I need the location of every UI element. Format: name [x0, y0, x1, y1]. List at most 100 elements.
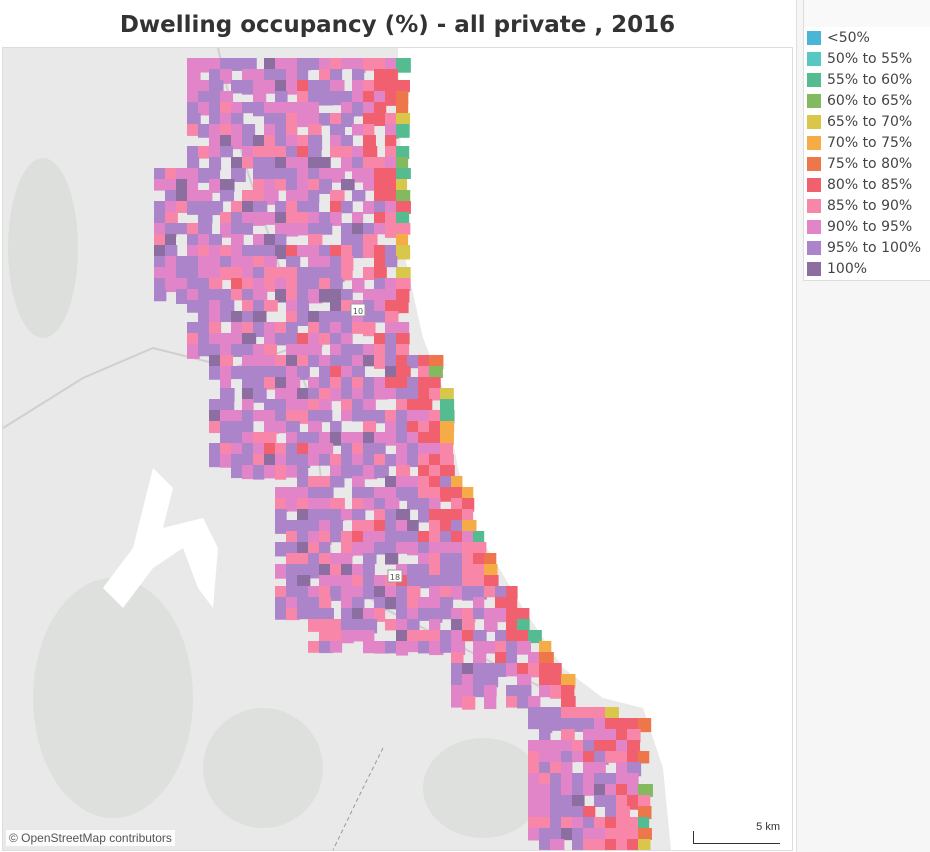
- suburb-region[interactable]: [297, 168, 309, 180]
- suburb-region[interactable]: [330, 377, 343, 391]
- suburb-region[interactable]: [451, 564, 466, 576]
- suburb-region[interactable]: [363, 267, 375, 280]
- suburb-region[interactable]: [374, 58, 387, 71]
- suburb-region[interactable]: [264, 443, 278, 457]
- suburb-region[interactable]: [319, 542, 331, 554]
- suburb-region[interactable]: [352, 124, 366, 136]
- suburb-region[interactable]: [473, 531, 485, 544]
- suburb-region[interactable]: [275, 388, 288, 403]
- suburb-region[interactable]: [341, 355, 355, 369]
- suburb-region[interactable]: [319, 553, 334, 568]
- suburb-region[interactable]: [264, 245, 276, 257]
- suburb-region[interactable]: [220, 443, 235, 455]
- suburb-region[interactable]: [605, 773, 619, 786]
- suburb-region[interactable]: [429, 410, 441, 424]
- suburb-region[interactable]: [396, 91, 409, 105]
- suburb-region[interactable]: [429, 366, 443, 379]
- suburb-region[interactable]: [341, 223, 353, 235]
- suburb-region[interactable]: [396, 245, 411, 260]
- suburb-region[interactable]: [275, 102, 288, 114]
- suburb-region[interactable]: [583, 762, 597, 774]
- suburb-region[interactable]: [330, 300, 342, 313]
- suburb-region[interactable]: [418, 366, 432, 380]
- suburb-region[interactable]: [187, 146, 201, 158]
- suburb-region[interactable]: [319, 311, 332, 325]
- suburb-region[interactable]: [638, 806, 652, 820]
- suburb-region[interactable]: [484, 663, 497, 678]
- suburb-region[interactable]: [330, 630, 342, 645]
- suburb-region[interactable]: [319, 454, 331, 466]
- suburb-region[interactable]: [627, 718, 641, 730]
- suburb-region[interactable]: [242, 333, 257, 347]
- suburb-region[interactable]: [385, 597, 399, 610]
- suburb-region[interactable]: [451, 498, 466, 512]
- suburb-region[interactable]: [220, 124, 234, 138]
- suburb-region[interactable]: [484, 564, 498, 576]
- suburb-region[interactable]: [341, 509, 356, 521]
- suburb-region[interactable]: [363, 234, 378, 247]
- map-canvas[interactable]: 10 18: [3, 48, 792, 850]
- suburb-region[interactable]: [363, 498, 375, 511]
- suburb-region[interactable]: [638, 751, 650, 764]
- suburb-region[interactable]: [561, 729, 575, 741]
- suburb-region[interactable]: [231, 168, 246, 183]
- suburb-region[interactable]: [517, 630, 531, 644]
- suburb-region[interactable]: [176, 289, 190, 304]
- suburb-region[interactable]: [396, 157, 409, 171]
- suburb-region[interactable]: [209, 267, 221, 281]
- suburb-region[interactable]: [440, 487, 454, 502]
- suburb-region[interactable]: [154, 212, 168, 226]
- suburb-region[interactable]: [594, 784, 606, 798]
- suburb-region[interactable]: [473, 630, 487, 642]
- suburb-region[interactable]: [209, 410, 221, 425]
- suburb-region[interactable]: [396, 267, 411, 279]
- suburb-region[interactable]: [198, 58, 210, 73]
- suburb-region[interactable]: [341, 564, 356, 578]
- suburb-region[interactable]: [209, 366, 223, 380]
- suburb-region[interactable]: [583, 817, 596, 830]
- suburb-region[interactable]: [330, 388, 344, 402]
- suburb-region[interactable]: [462, 509, 474, 524]
- suburb-region[interactable]: [341, 465, 353, 479]
- suburb-region[interactable]: [396, 146, 410, 160]
- suburb-region[interactable]: [594, 762, 606, 776]
- suburb-region[interactable]: [605, 729, 620, 741]
- suburb-region[interactable]: [572, 806, 585, 820]
- suburb-region[interactable]: [308, 641, 323, 653]
- suburb-region[interactable]: [418, 542, 431, 554]
- suburb-region[interactable]: [220, 311, 233, 323]
- suburb-region[interactable]: [275, 223, 288, 235]
- suburb-region[interactable]: [308, 586, 322, 598]
- suburb-region[interactable]: [286, 267, 298, 280]
- suburb-region[interactable]: [297, 388, 312, 401]
- suburb-region[interactable]: [286, 564, 301, 578]
- suburb-region[interactable]: [286, 586, 300, 599]
- suburb-region[interactable]: [385, 377, 397, 392]
- suburb-region[interactable]: [506, 597, 518, 609]
- suburb-region[interactable]: [385, 487, 398, 502]
- suburb-region[interactable]: [539, 773, 551, 785]
- suburb-region[interactable]: [253, 377, 266, 391]
- suburb-region[interactable]: [572, 751, 586, 763]
- suburb-region[interactable]: [242, 267, 255, 279]
- suburb-region[interactable]: [418, 608, 431, 621]
- suburb-region[interactable]: [308, 223, 320, 238]
- suburb-region[interactable]: [308, 388, 323, 401]
- suburb-region[interactable]: [539, 762, 551, 777]
- suburb-region[interactable]: [418, 410, 431, 425]
- suburb-region[interactable]: [253, 245, 267, 259]
- suburb-region[interactable]: [495, 586, 508, 601]
- suburb-region[interactable]: [451, 542, 463, 556]
- suburb-region[interactable]: [451, 575, 464, 590]
- suburb-region[interactable]: [407, 454, 421, 467]
- suburb-region[interactable]: [407, 410, 421, 425]
- suburb-region[interactable]: [187, 113, 201, 127]
- suburb-region[interactable]: [297, 498, 310, 512]
- suburb-region[interactable]: [374, 443, 386, 457]
- suburb-region[interactable]: [231, 366, 244, 380]
- suburb-region[interactable]: [385, 300, 399, 315]
- suburb-region[interactable]: [209, 234, 222, 247]
- suburb-region[interactable]: [638, 817, 650, 831]
- suburb-region[interactable]: [341, 267, 353, 281]
- suburb-region[interactable]: [297, 190, 311, 205]
